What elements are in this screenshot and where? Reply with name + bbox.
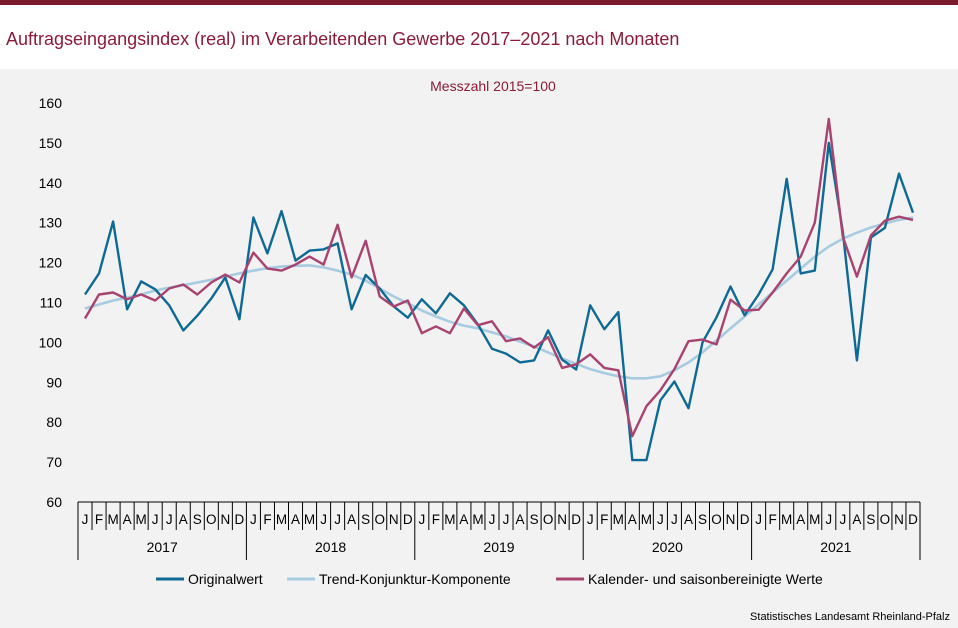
month-tick-label: J — [503, 512, 510, 527]
month-tick-label: A — [516, 512, 525, 527]
month-tick-label: D — [908, 512, 918, 527]
year-label: 2021 — [820, 539, 851, 555]
month-tick-label: F — [95, 512, 103, 527]
month-tick-label: A — [796, 512, 805, 527]
chart-title: Auftragseingangsindex (real) im Verarbei… — [6, 29, 680, 49]
month-tick-label: M — [641, 512, 652, 527]
y-tick-label: 100 — [39, 334, 63, 350]
month-tick-label: D — [235, 512, 245, 527]
month-tick-label: S — [530, 512, 539, 527]
month-tick-label: J — [334, 512, 341, 527]
y-tick-label: 140 — [39, 175, 63, 191]
month-tick-label: M — [107, 512, 118, 527]
y-tick-label: 60 — [46, 494, 62, 510]
legend-label: Kalender- und saisonbereinigte Werte — [588, 571, 823, 587]
title-bar: Auftragseingangsindex (real) im Verarbei… — [0, 5, 958, 69]
month-tick-label: A — [123, 512, 132, 527]
y-tick-label: 150 — [39, 135, 63, 151]
month-tick-label: N — [389, 512, 399, 527]
month-tick-label: D — [571, 512, 581, 527]
month-tick-label: O — [711, 512, 722, 527]
month-tick-label: J — [418, 512, 425, 527]
y-tick-label: 160 — [39, 95, 63, 111]
chart-area: Messzahl 2015=100 60 70 80 90 100 110 120 130 140… — [0, 69, 958, 628]
y-tick-label: 80 — [46, 414, 62, 430]
month-tick-label: S — [193, 512, 202, 527]
month-tick-label: J — [82, 512, 89, 527]
month-tick-label: O — [206, 512, 217, 527]
month-tick-label: J — [657, 512, 664, 527]
month-tick-label: N — [220, 512, 230, 527]
month-tick-label: S — [361, 512, 370, 527]
y-tick-label: 120 — [39, 255, 63, 271]
year-label: 2018 — [315, 539, 346, 555]
month-tick-label: J — [839, 512, 846, 527]
month-tick-label: J — [489, 512, 496, 527]
month-tick-label: J — [152, 512, 159, 527]
month-tick-label: M — [613, 512, 624, 527]
month-tick-label: F — [769, 512, 777, 527]
source-label: Statistisches Landesamt Rheinland-Pfalz — [750, 611, 950, 623]
month-tick-label: J — [825, 512, 832, 527]
chart-subtitle: Messzahl 2015=100 — [430, 78, 556, 94]
y-tick-label: 110 — [40, 295, 63, 311]
month-tick-label: F — [432, 512, 440, 527]
month-tick-label: A — [684, 512, 693, 527]
month-tick-label: A — [179, 512, 188, 527]
legend-label: Trend-Konjunktur-Komponente — [319, 571, 511, 587]
year-label: 2017 — [147, 539, 178, 555]
month-tick-label: A — [291, 512, 300, 527]
year-label: 2019 — [483, 539, 514, 555]
month-tick-label: F — [263, 512, 271, 527]
month-tick-label: A — [459, 512, 468, 527]
month-tick-label: S — [698, 512, 707, 527]
y-tick-label: 90 — [46, 374, 62, 390]
top-accent-bar — [0, 0, 958, 5]
month-tick-label: M — [809, 512, 820, 527]
month-tick-label: A — [852, 512, 861, 527]
month-tick-label: O — [374, 512, 385, 527]
month-tick-label: M — [472, 512, 483, 527]
month-tick-label: N — [894, 512, 904, 527]
y-tick-label: 70 — [46, 454, 62, 470]
month-tick-label: S — [866, 512, 875, 527]
month-tick-label: A — [628, 512, 637, 527]
year-label: 2020 — [652, 539, 683, 555]
month-tick-label: D — [403, 512, 413, 527]
month-tick-label: O — [880, 512, 891, 527]
month-tick-label: J — [250, 512, 257, 527]
month-tick-label: J — [587, 512, 594, 527]
month-tick-label: M — [276, 512, 287, 527]
month-tick-label: J — [320, 512, 327, 527]
y-tick-label: 130 — [39, 215, 63, 231]
series-line-saisonbereinigt — [83, 117, 914, 438]
series-line-originalwert — [84, 141, 915, 462]
legend-label: Originalwert — [188, 571, 263, 587]
month-tick-label: M — [444, 512, 455, 527]
line-chart: Messzahl 2015=100 60 70 80 90 100 110 120 130 140… — [39, 78, 921, 587]
month-tick-label: J — [755, 512, 762, 527]
month-tick-label: A — [347, 512, 356, 527]
month-tick-label: M — [136, 512, 147, 527]
month-tick-label: F — [600, 512, 608, 527]
series-line-trend — [84, 216, 914, 380]
month-tick-label: O — [543, 512, 554, 527]
month-tick-label: N — [726, 512, 736, 527]
month-tick-label: J — [166, 512, 173, 527]
month-tick-label: D — [740, 512, 750, 527]
month-tick-label: M — [781, 512, 792, 527]
month-tick-label: M — [304, 512, 315, 527]
month-tick-label: J — [671, 512, 678, 527]
month-tick-label: N — [557, 512, 567, 527]
